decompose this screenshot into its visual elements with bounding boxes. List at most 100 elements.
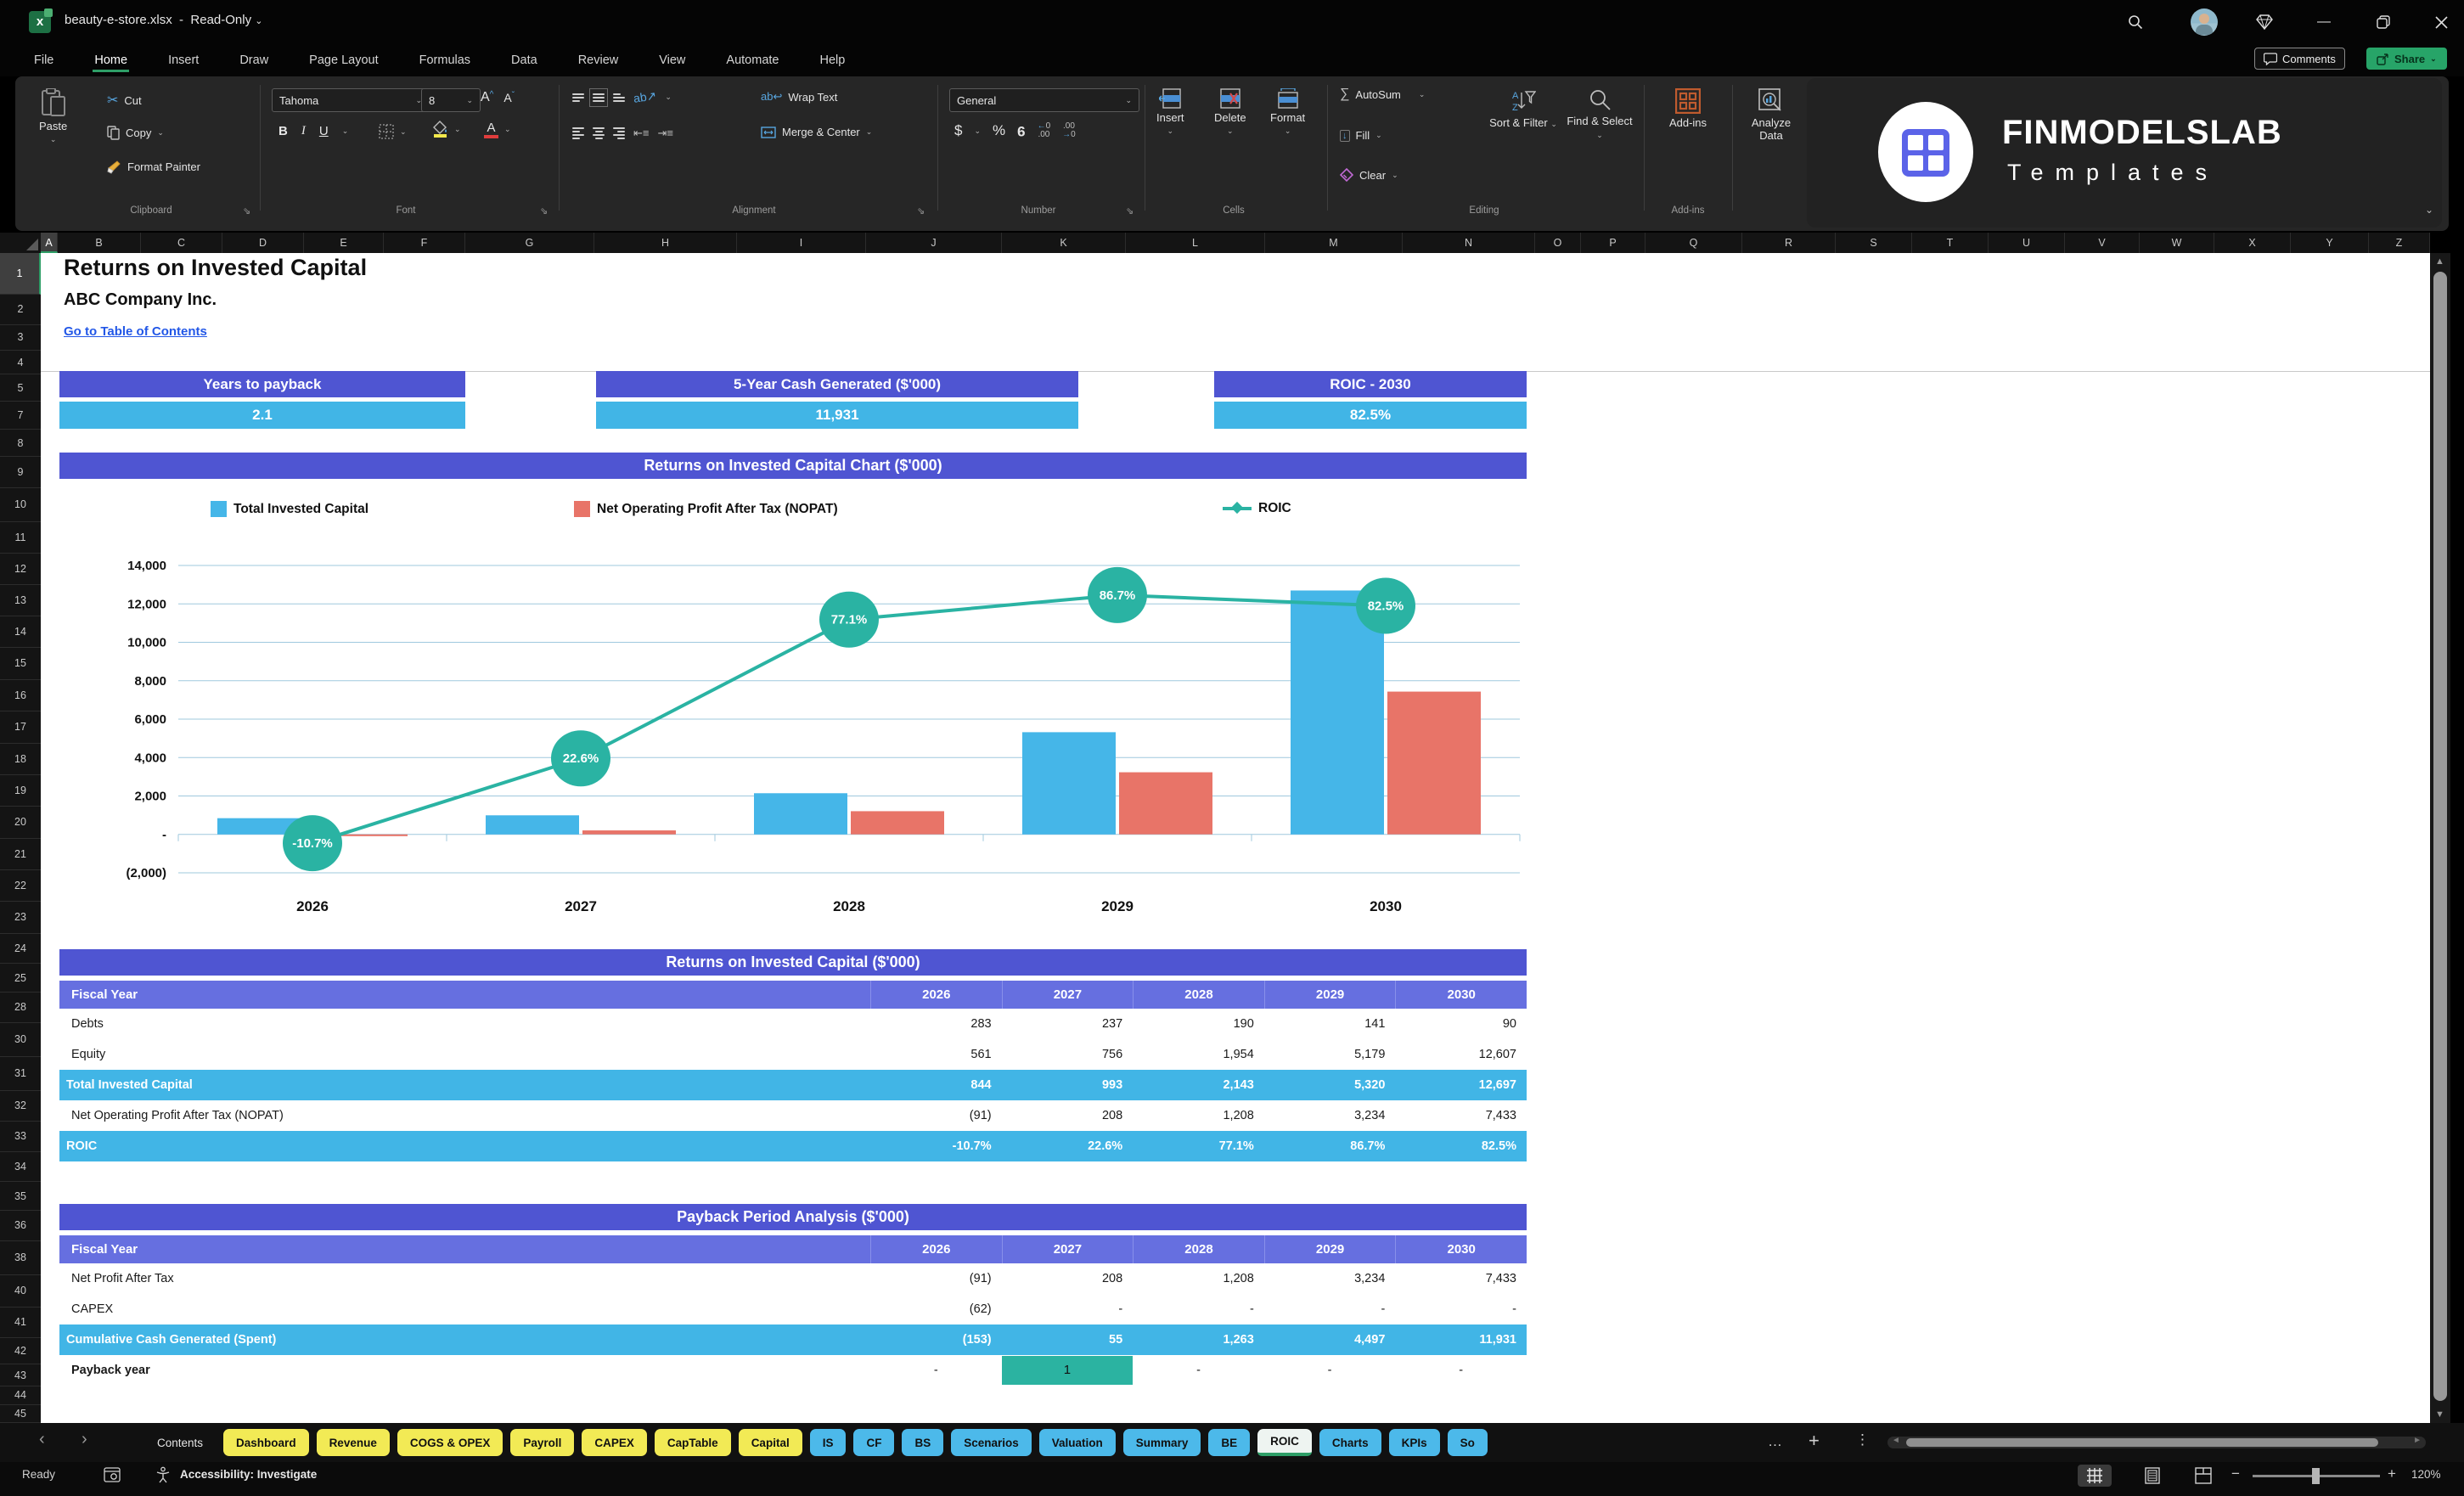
- align-right-icon[interactable]: [613, 126, 625, 141]
- sheet-tab-capital[interactable]: Capital: [738, 1429, 802, 1456]
- sheet-tab-so[interactable]: So: [1447, 1429, 1488, 1456]
- row-header-43[interactable]: 43: [0, 1364, 41, 1386]
- horizontal-scrollbar[interactable]: ◄ ►: [1887, 1436, 2426, 1448]
- decrease-indent-icon[interactable]: ⇤≡: [633, 127, 650, 139]
- avatar[interactable]: [2191, 8, 2218, 36]
- row-header-17[interactable]: 17: [0, 711, 41, 744]
- menu-tab-home[interactable]: Home: [93, 48, 130, 72]
- scroll-down-icon[interactable]: ▼: [2435, 1409, 2444, 1420]
- sheet-tab-payroll[interactable]: Payroll: [510, 1429, 575, 1456]
- row-header-28[interactable]: 28: [0, 993, 41, 1023]
- row-header-2[interactable]: 2: [0, 295, 41, 325]
- accessibility-status[interactable]: Accessibility: Investigate: [180, 1468, 318, 1481]
- row-header-38[interactable]: 38: [0, 1241, 41, 1275]
- menu-tab-draw[interactable]: Draw: [239, 53, 269, 67]
- menu-tab-help[interactable]: Help: [819, 53, 846, 67]
- wrap-text-button[interactable]: ab↩ Wrap Text: [761, 90, 838, 104]
- minimize-button[interactable]: —: [2317, 14, 2331, 29]
- clipboard-dialog-launcher[interactable]: ⇘: [243, 206, 251, 217]
- column-header-S[interactable]: S: [1836, 233, 1912, 253]
- sheet-tab-cogs-opex[interactable]: COGS & OPEX: [397, 1429, 503, 1456]
- fill-color-dropdown[interactable]: ⌄: [454, 124, 461, 133]
- row-header-36[interactable]: 36: [0, 1211, 41, 1241]
- collapse-ribbon-icon[interactable]: ⌄: [2425, 204, 2434, 216]
- row-header-16[interactable]: 16: [0, 680, 41, 711]
- column-header-R[interactable]: R: [1742, 233, 1836, 253]
- column-header-X[interactable]: X: [2214, 233, 2291, 253]
- row-header-8[interactable]: 8: [0, 430, 41, 457]
- menu-tab-page-layout[interactable]: Page Layout: [309, 53, 379, 67]
- currency-format-button[interactable]: $: [954, 122, 963, 138]
- sheet-tab-be[interactable]: BE: [1208, 1429, 1251, 1456]
- delete-cells-button[interactable]: Delete ⌄: [1214, 88, 1246, 136]
- sheet-tab-cf[interactable]: CF: [853, 1429, 895, 1456]
- macro-record-icon[interactable]: [104, 1467, 121, 1482]
- page-break-view-icon[interactable]: [2186, 1465, 2220, 1487]
- bold-button[interactable]: B: [278, 124, 288, 138]
- column-header-N[interactable]: N: [1403, 233, 1535, 253]
- restore-button[interactable]: [2371, 9, 2396, 35]
- column-header-L[interactable]: L: [1126, 233, 1265, 253]
- next-sheet-icon[interactable]: ›: [82, 1430, 87, 1448]
- find-select-button[interactable]: Find & Select ⌄: [1564, 88, 1635, 140]
- italic-button[interactable]: I: [301, 124, 306, 138]
- row-header-4[interactable]: 4: [0, 351, 41, 374]
- sheet-tab-dashboard[interactable]: Dashboard: [223, 1429, 309, 1456]
- sheet-tab-capex[interactable]: CAPEX: [582, 1429, 647, 1456]
- sheet-tab-is[interactable]: IS: [809, 1429, 847, 1456]
- align-center-icon[interactable]: [593, 126, 605, 141]
- row-header-24[interactable]: 24: [0, 934, 41, 964]
- menu-tab-automate[interactable]: Automate: [726, 53, 779, 67]
- clear-button[interactable]: Clear ⌄: [1340, 168, 1398, 182]
- page-layout-view-icon[interactable]: [2135, 1465, 2169, 1487]
- column-header-B[interactable]: B: [58, 233, 141, 253]
- row-header-31[interactable]: 31: [0, 1057, 41, 1091]
- cut-button[interactable]: ✂ Cut: [107, 93, 142, 108]
- sheet-tab-valuation[interactable]: Valuation: [1038, 1429, 1116, 1456]
- increase-decimal-button[interactable]: ←0.00: [1037, 121, 1051, 139]
- row-header-5[interactable]: 5: [0, 374, 41, 402]
- premium-gem-icon[interactable]: [2252, 9, 2277, 35]
- underline-button[interactable]: U: [318, 124, 329, 138]
- search-icon[interactable]: [2123, 9, 2148, 35]
- row-header-33[interactable]: 33: [0, 1122, 41, 1152]
- tab-options-icon[interactable]: ⋮: [1855, 1431, 1870, 1448]
- underline-dropdown[interactable]: ⌄: [341, 127, 349, 135]
- row-header-42[interactable]: 42: [0, 1338, 41, 1364]
- row-header-15[interactable]: 15: [0, 648, 41, 680]
- font-dialog-launcher[interactable]: ⇘: [540, 206, 548, 217]
- column-header-U[interactable]: U: [1989, 233, 2065, 253]
- accessibility-icon[interactable]: [155, 1466, 172, 1483]
- column-header-H[interactable]: H: [594, 233, 737, 253]
- font-size-select[interactable]: 8 ⌄: [421, 88, 481, 112]
- row-header-19[interactable]: 19: [0, 775, 41, 807]
- grow-font-button[interactable]: A^: [481, 90, 494, 104]
- increase-indent-icon[interactable]: ⇥≡: [657, 127, 673, 139]
- share-button[interactable]: Share ⌄: [2366, 48, 2447, 70]
- borders-icon[interactable]: [379, 124, 394, 139]
- column-header-G[interactable]: G: [465, 233, 594, 253]
- row-header-34[interactable]: 34: [0, 1152, 41, 1182]
- align-left-icon[interactable]: [572, 126, 584, 141]
- shrink-font-button[interactable]: Aˇ: [503, 91, 515, 104]
- align-top-icon[interactable]: [572, 92, 584, 104]
- hscroll-left-icon[interactable]: ◄: [1892, 1436, 1900, 1445]
- row-header-14[interactable]: 14: [0, 616, 41, 648]
- format-cells-button[interactable]: Format ⌄: [1270, 88, 1305, 136]
- document-title[interactable]: beauty-e-store.xlsx - Read-Only ⌄: [65, 13, 263, 27]
- menu-tab-view[interactable]: View: [659, 53, 686, 67]
- row-header-32[interactable]: 32: [0, 1091, 41, 1122]
- column-header-Q[interactable]: Q: [1645, 233, 1742, 253]
- add-ins-button[interactable]: Add-ins: [1656, 88, 1720, 129]
- zoom-in-button[interactable]: +: [2388, 1465, 2396, 1482]
- column-header-A[interactable]: A: [41, 233, 58, 253]
- comments-button[interactable]: Comments: [2254, 48, 2345, 70]
- sheet-tab-kpis[interactable]: KPIs: [1388, 1429, 1440, 1456]
- decrease-decimal-button[interactable]: .00 →0: [1062, 121, 1076, 139]
- percent-format-button[interactable]: %: [993, 122, 1006, 138]
- row-header-30[interactable]: 30: [0, 1023, 41, 1057]
- row-header-3[interactable]: 3: [0, 325, 41, 351]
- row-header-35[interactable]: 35: [0, 1182, 41, 1211]
- align-bottom-icon[interactable]: [613, 92, 625, 104]
